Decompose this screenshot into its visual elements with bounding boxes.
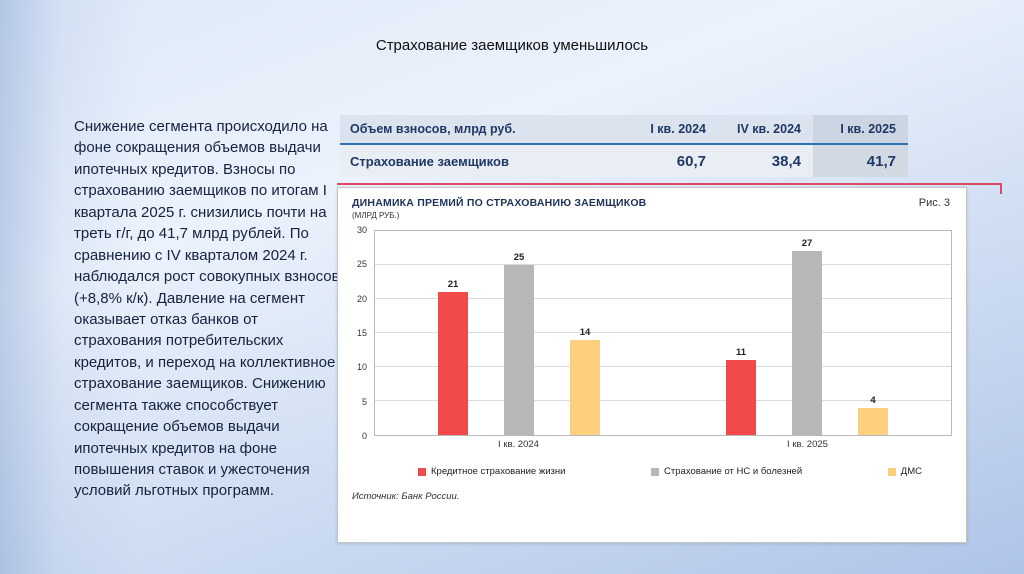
gridline	[375, 332, 951, 333]
bar-value-label: 25	[513, 252, 525, 263]
bar-value-label: 14	[579, 326, 591, 338]
chart-subtitle: (МЛРД РУБ.)	[352, 211, 400, 220]
bar-group: 11 27 4	[663, 231, 951, 435]
y-axis-tick-label: 20	[356, 293, 367, 304]
chart-title: ДИНАМИКА ПРЕМИЙ ПО СТРАХОВАНИЮ ЗАЕМЩИКОВ	[352, 197, 647, 209]
bar	[792, 251, 822, 435]
bar-value-label: 4	[870, 394, 876, 406]
legend: Кредитное страхование жизни Страхование о…	[418, 466, 922, 477]
x-axis-tick-label: I кв. 2024	[498, 439, 539, 450]
y-axis-tick-label: 15	[356, 328, 367, 338]
legend-item: Кредитное страхование жизни	[418, 466, 565, 477]
table-value-q4-2024: 38,4	[771, 152, 801, 170]
chart-header: ДИНАМИКА ПРЕМИЙ ПО СТРАХОВАНИЮ ЗАЕМЩИКОВ…	[348, 197, 952, 220]
bar-column: 25	[504, 231, 534, 435]
y-axis-tick-label: 25	[356, 259, 367, 270]
bar-group: 21 25 14	[375, 231, 663, 435]
y-axis-tick-label: 30	[356, 225, 367, 235]
bar	[858, 407, 888, 435]
gridline	[375, 400, 951, 402]
x-axis-tick-label: I кв. 2025	[787, 439, 828, 450]
table-header-q1-2025: I кв. 2025	[813, 115, 908, 143]
legend-item: Страхование от НС и болезней	[651, 466, 802, 477]
bar	[726, 360, 756, 435]
bar-column: 4	[858, 231, 888, 435]
slide-title: Страхование заемщиков уменьшилось	[375, 37, 649, 54]
table-value-q1-2025: 41,7	[813, 145, 908, 177]
legend-label: Страхование от НС и болезней	[664, 466, 803, 477]
table-row-label: Страхование заемщиков	[350, 153, 509, 169]
table-header-q1-2024: I кв. 2024	[650, 122, 706, 136]
chart-title-block: ДИНАМИКА ПРЕМИЙ ПО СТРАХОВАНИЮ ЗАЕМЩИКОВ…	[352, 197, 646, 220]
table-header-row: Объем взносов, млрд руб. I кв. 2024 IV к…	[340, 115, 908, 145]
legend-label: ДМС	[900, 466, 922, 477]
bar-column: 27	[792, 231, 822, 435]
y-axis: 0 5 10 15 20 25 30	[348, 225, 374, 441]
figure-label: Рис. 3	[918, 197, 950, 209]
legend-swatch	[887, 467, 896, 476]
table-header-q4-2024: IV кв. 2024	[737, 122, 801, 136]
red-separator	[337, 183, 1002, 194]
body-text: Снижение сегмента происходило на фоне со…	[74, 118, 340, 500]
bar-value-label: 21	[447, 279, 459, 291]
plot-area: 21 25 14 11 27 4	[374, 230, 952, 436]
source-note: Источник: Банк России.	[352, 491, 460, 502]
legend-swatch	[418, 467, 426, 476]
gridline	[375, 366, 951, 368]
y-axis-tick-label: 10	[356, 362, 367, 373]
table-header-metric: Объем взносов, млрд руб.	[350, 122, 516, 136]
legend-label: Кредитное страхование жизни	[431, 466, 566, 477]
y-axis-tick-label: 5	[361, 396, 367, 407]
table-data-row: Страхование заемщиков 60,7 38,4 41,7	[340, 145, 908, 177]
legend-item: ДМС	[887, 466, 922, 477]
bar-column: 21	[438, 231, 468, 435]
gridline	[375, 264, 951, 265]
y-axis-tick-label: 0	[361, 431, 367, 441]
gridline	[375, 298, 951, 300]
bar	[570, 339, 600, 435]
chart-panel: ДИНАМИКА ПРЕМИЙ ПО СТРАХОВАНИЮ ЗАЕМЩИКОВ…	[337, 187, 967, 543]
bar-value-label: 27	[801, 238, 813, 250]
bar-chart: 0 5 10 15 20 25 30 21 25 14 11 27 4	[348, 225, 952, 441]
table-value-q1-2024: 60,7	[676, 152, 706, 170]
x-axis-labels: I кв. 2024 I кв. 2025	[374, 439, 952, 450]
premiums-table: Объем взносов, млрд руб. I кв. 2024 IV к…	[340, 115, 908, 177]
legend-swatch	[651, 467, 660, 476]
bar-value-label: 11	[735, 347, 747, 359]
bar-column: 14	[570, 231, 600, 435]
bar-groups: 21 25 14 11 27 4	[375, 231, 951, 435]
bar-column: 11	[726, 231, 756, 435]
bar	[438, 292, 468, 435]
bar	[504, 265, 534, 435]
